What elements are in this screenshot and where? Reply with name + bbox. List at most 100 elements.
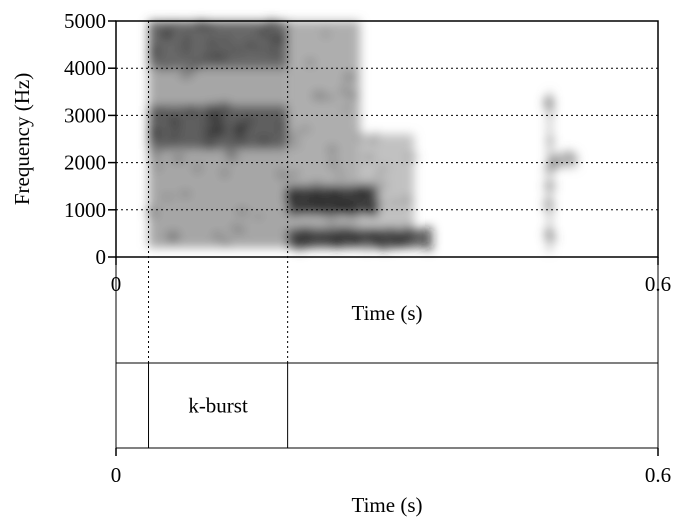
energy-speckle <box>191 62 198 72</box>
energy-speckle <box>183 36 191 45</box>
energy-speckle <box>350 235 362 240</box>
spectrogram-panel: 0 1000 2000 3000 4000 5000 0 0.6 Time (s) Freq… <box>10 9 671 363</box>
energy-speckle <box>329 222 336 228</box>
energy-speckle <box>267 18 277 29</box>
energy-speckle <box>340 86 348 95</box>
energy-speckle <box>425 243 433 252</box>
energy-speckle <box>372 132 379 137</box>
energy-speckle <box>230 47 237 53</box>
energy-speckle <box>543 229 555 238</box>
energy-speckle <box>146 208 158 217</box>
energy-speckle <box>244 118 253 125</box>
energy-speckle <box>289 211 298 218</box>
energy-speckle <box>172 154 185 163</box>
energy-speckle <box>307 197 314 205</box>
energy-speckle <box>298 227 312 237</box>
energy-speckle <box>347 91 357 100</box>
annotation-tier-panel: k-burst 0 0.6 Time (s) <box>111 21 671 517</box>
energy-speckle <box>205 39 219 45</box>
energy-speckle <box>318 202 327 213</box>
energy-speckle <box>543 181 556 191</box>
energy-speckle <box>226 152 239 161</box>
energy-speckle <box>543 166 556 173</box>
energy-speckle <box>236 46 245 56</box>
energy-speckle <box>546 109 555 115</box>
energy-speckle <box>284 194 297 203</box>
energy-speckle <box>366 201 380 210</box>
energy-speckle <box>545 236 558 242</box>
y-tick-label: 4000 <box>64 56 106 80</box>
energy-speckle <box>221 168 229 178</box>
energy-speckle <box>342 203 355 210</box>
energy-speckle <box>234 139 246 145</box>
energy-speckle <box>211 52 221 60</box>
boundary-markers <box>148 21 289 363</box>
energy-speckle <box>230 225 240 231</box>
tier-x-axis-ticks: 0 0.6 <box>111 448 671 487</box>
y-tick-label: 1000 <box>64 198 106 222</box>
tier-x-tick-label: 0 <box>111 463 122 487</box>
energy-speckle <box>283 175 295 180</box>
energy-speckle <box>182 49 192 55</box>
energy-speckle <box>336 171 344 179</box>
energy-speckle <box>205 104 219 111</box>
energy-speckle <box>150 127 161 138</box>
energy-speckle <box>331 234 339 242</box>
energy-speckle <box>390 240 398 249</box>
energy-speckle <box>327 145 337 155</box>
energy-speckle <box>171 131 178 140</box>
energy-speckle <box>289 142 302 148</box>
energy-speckle <box>543 98 555 108</box>
energy-speckle <box>313 179 320 187</box>
energy-speckle <box>258 29 269 37</box>
energy-speckle <box>322 30 330 37</box>
energy-speckle <box>341 106 352 111</box>
energy-speckle <box>405 154 419 160</box>
energy-speckle <box>161 29 173 39</box>
energy-speckle <box>375 172 382 180</box>
energy-speckle <box>313 190 325 200</box>
energy-speckle <box>211 125 225 134</box>
x-axis-ticks: 0 0.6 <box>111 257 671 296</box>
energy-speckle <box>305 58 316 67</box>
energy-speckle <box>179 68 193 79</box>
energy-speckle <box>176 44 187 50</box>
energy-speckle <box>216 56 230 62</box>
energy-speckle <box>284 189 299 195</box>
energy-speckle <box>151 46 160 57</box>
energy-speckle <box>332 201 345 211</box>
energy-speckle <box>324 210 337 220</box>
energy-speckle <box>206 46 218 54</box>
energy-speckle <box>356 184 369 190</box>
energy-speckle <box>236 208 248 216</box>
energy-speckle <box>172 123 181 129</box>
tier-x-axis-label: Time (s) <box>352 493 423 517</box>
energy-speckle <box>246 41 255 49</box>
x-axis-label: Time (s) <box>352 301 423 325</box>
energy-speckle <box>564 149 573 159</box>
energy-speckle <box>292 169 300 177</box>
energy-speckle <box>158 144 173 150</box>
energy-speckle <box>387 200 401 205</box>
energy-speckle <box>277 36 287 43</box>
energy-speckle <box>375 230 384 240</box>
energy-speckle <box>256 46 264 52</box>
energy-speckle <box>343 72 355 83</box>
energy-speckle <box>200 55 210 60</box>
energy-speckle <box>371 186 380 192</box>
energy-speckle <box>312 91 326 101</box>
energy-speckle <box>211 113 224 124</box>
y-tick-label: 2000 <box>64 151 106 175</box>
energy-speckle <box>182 27 189 34</box>
energy-region-2 <box>148 21 288 69</box>
energy-speckle <box>325 95 335 101</box>
energy-speckle <box>347 211 355 218</box>
y-axis-label: Frequency (Hz) <box>10 73 34 205</box>
energy-speckle <box>226 142 234 153</box>
energy-speckle <box>380 243 389 252</box>
energy-speckle <box>543 197 553 208</box>
tier-interval-label: k-burst <box>188 394 248 418</box>
energy-speckle <box>377 165 390 171</box>
energy-speckle <box>364 229 378 238</box>
energy-speckle <box>331 243 343 249</box>
